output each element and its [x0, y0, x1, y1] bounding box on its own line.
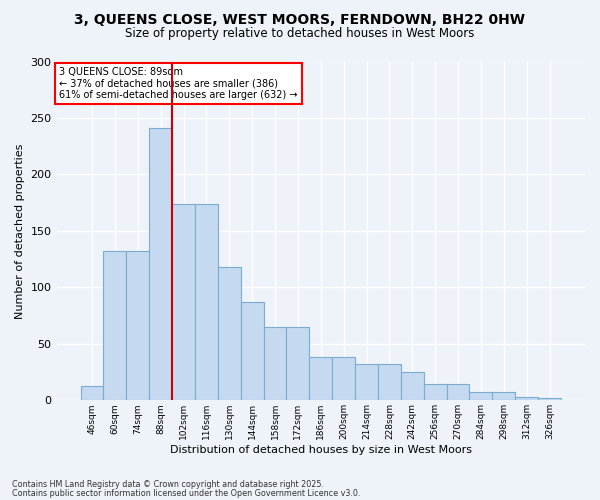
Bar [310, 358, 332, 401]
Bar [286, 327, 310, 400]
Bar [241, 302, 263, 400]
Bar [149, 128, 172, 400]
Bar [218, 267, 241, 400]
Bar [355, 364, 378, 401]
Text: 3, QUEENS CLOSE, WEST MOORS, FERNDOWN, BH22 0HW: 3, QUEENS CLOSE, WEST MOORS, FERNDOWN, B… [74, 12, 526, 26]
Bar [332, 358, 355, 401]
Bar [446, 384, 469, 400]
Bar [172, 204, 195, 400]
Y-axis label: Number of detached properties: Number of detached properties [15, 143, 25, 318]
Bar [515, 397, 538, 400]
Text: Contains public sector information licensed under the Open Government Licence v3: Contains public sector information licen… [12, 488, 361, 498]
Bar [424, 384, 446, 400]
Bar [469, 392, 493, 400]
Bar [493, 392, 515, 400]
Bar [538, 398, 561, 400]
Text: Contains HM Land Registry data © Crown copyright and database right 2025.: Contains HM Land Registry data © Crown c… [12, 480, 324, 489]
Bar [127, 251, 149, 400]
Bar [401, 372, 424, 400]
Bar [103, 251, 127, 400]
Text: Size of property relative to detached houses in West Moors: Size of property relative to detached ho… [125, 28, 475, 40]
Bar [195, 204, 218, 400]
Bar [263, 327, 286, 400]
X-axis label: Distribution of detached houses by size in West Moors: Distribution of detached houses by size … [170, 445, 472, 455]
Bar [378, 364, 401, 401]
Text: 3 QUEENS CLOSE: 89sqm
← 37% of detached houses are smaller (386)
61% of semi-det: 3 QUEENS CLOSE: 89sqm ← 37% of detached … [59, 66, 298, 100]
Bar [80, 386, 103, 400]
